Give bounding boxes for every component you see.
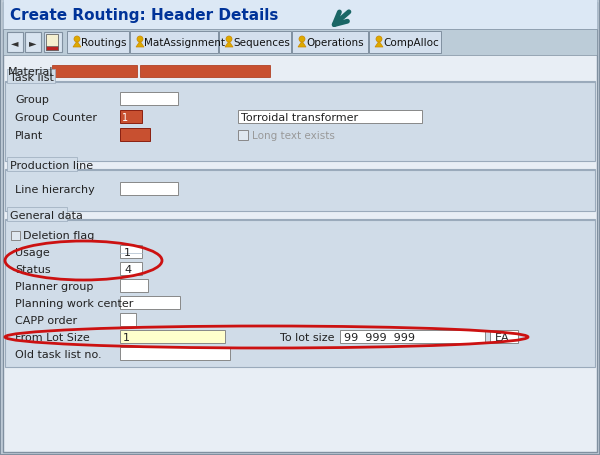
Bar xyxy=(120,182,178,196)
Bar xyxy=(11,232,20,241)
Bar xyxy=(130,32,218,54)
Text: Routings: Routings xyxy=(81,38,127,48)
Bar xyxy=(120,313,136,326)
Text: Sequences: Sequences xyxy=(233,38,290,48)
Bar xyxy=(490,330,518,343)
Text: ►: ► xyxy=(29,38,37,48)
Text: Usage: Usage xyxy=(15,248,50,258)
Circle shape xyxy=(299,37,305,43)
Text: Create Routing: Header Details: Create Routing: Header Details xyxy=(10,7,278,22)
Bar xyxy=(7,207,67,222)
Polygon shape xyxy=(375,42,383,48)
Bar xyxy=(120,263,142,275)
Circle shape xyxy=(74,37,80,43)
Text: 1: 1 xyxy=(124,248,131,258)
Polygon shape xyxy=(73,42,81,48)
Bar xyxy=(369,32,441,54)
Text: Plant: Plant xyxy=(15,131,43,141)
Text: From Lot Size: From Lot Size xyxy=(15,332,90,342)
Text: Group Counter: Group Counter xyxy=(15,113,97,123)
Text: Long text exists: Long text exists xyxy=(252,131,335,141)
Bar xyxy=(44,33,62,53)
Text: 99  999  999: 99 999 999 xyxy=(344,332,415,342)
Polygon shape xyxy=(298,42,306,48)
Circle shape xyxy=(226,37,232,43)
Text: Planner group: Planner group xyxy=(15,281,94,291)
Bar xyxy=(120,93,178,106)
Text: CAPP order: CAPP order xyxy=(15,315,77,325)
Text: 1: 1 xyxy=(123,332,130,342)
Text: Torroidal transformer: Torroidal transformer xyxy=(241,113,358,123)
Bar xyxy=(3,30,597,56)
Bar xyxy=(120,129,150,142)
Text: EA: EA xyxy=(495,332,509,342)
Bar xyxy=(292,32,368,54)
Bar xyxy=(5,82,595,162)
Bar xyxy=(46,47,58,51)
Text: Material: Material xyxy=(8,67,53,77)
Bar xyxy=(46,35,58,51)
Bar xyxy=(120,296,180,309)
Circle shape xyxy=(376,37,382,43)
Text: CompAlloc: CompAlloc xyxy=(383,38,439,48)
Bar xyxy=(120,330,225,343)
Text: Production line: Production line xyxy=(10,161,93,171)
Text: 1: 1 xyxy=(122,113,128,123)
Text: ◄: ◄ xyxy=(11,38,19,48)
Text: Status: Status xyxy=(15,264,50,274)
Text: Operations: Operations xyxy=(306,38,364,48)
Bar xyxy=(140,66,270,78)
Text: Deletion flag: Deletion flag xyxy=(23,231,94,241)
Bar xyxy=(120,111,142,124)
Bar xyxy=(25,33,41,53)
Bar xyxy=(340,330,485,343)
Bar xyxy=(120,245,142,258)
Text: General data: General data xyxy=(10,211,83,221)
Text: Old task list no.: Old task list no. xyxy=(15,349,101,359)
Bar xyxy=(120,347,230,360)
Bar xyxy=(120,279,148,293)
Bar xyxy=(3,0,597,30)
Bar xyxy=(7,33,23,53)
Text: Planning work center: Planning work center xyxy=(15,298,133,308)
Text: Line hierarchy: Line hierarchy xyxy=(15,185,95,195)
Circle shape xyxy=(137,37,143,43)
Bar xyxy=(67,32,129,54)
Bar xyxy=(5,170,595,212)
Polygon shape xyxy=(136,42,144,48)
Text: To lot size: To lot size xyxy=(280,332,335,342)
Bar xyxy=(7,70,55,84)
Text: 4: 4 xyxy=(124,264,131,274)
Text: MatAssignment: MatAssignment xyxy=(144,38,225,48)
Text: Group: Group xyxy=(15,95,49,105)
Bar xyxy=(219,32,291,54)
Bar xyxy=(5,219,595,367)
Bar xyxy=(238,131,248,141)
Bar xyxy=(7,157,77,172)
Polygon shape xyxy=(225,42,233,48)
Bar xyxy=(52,66,137,78)
Text: Task list: Task list xyxy=(10,73,54,83)
Bar xyxy=(238,111,422,124)
